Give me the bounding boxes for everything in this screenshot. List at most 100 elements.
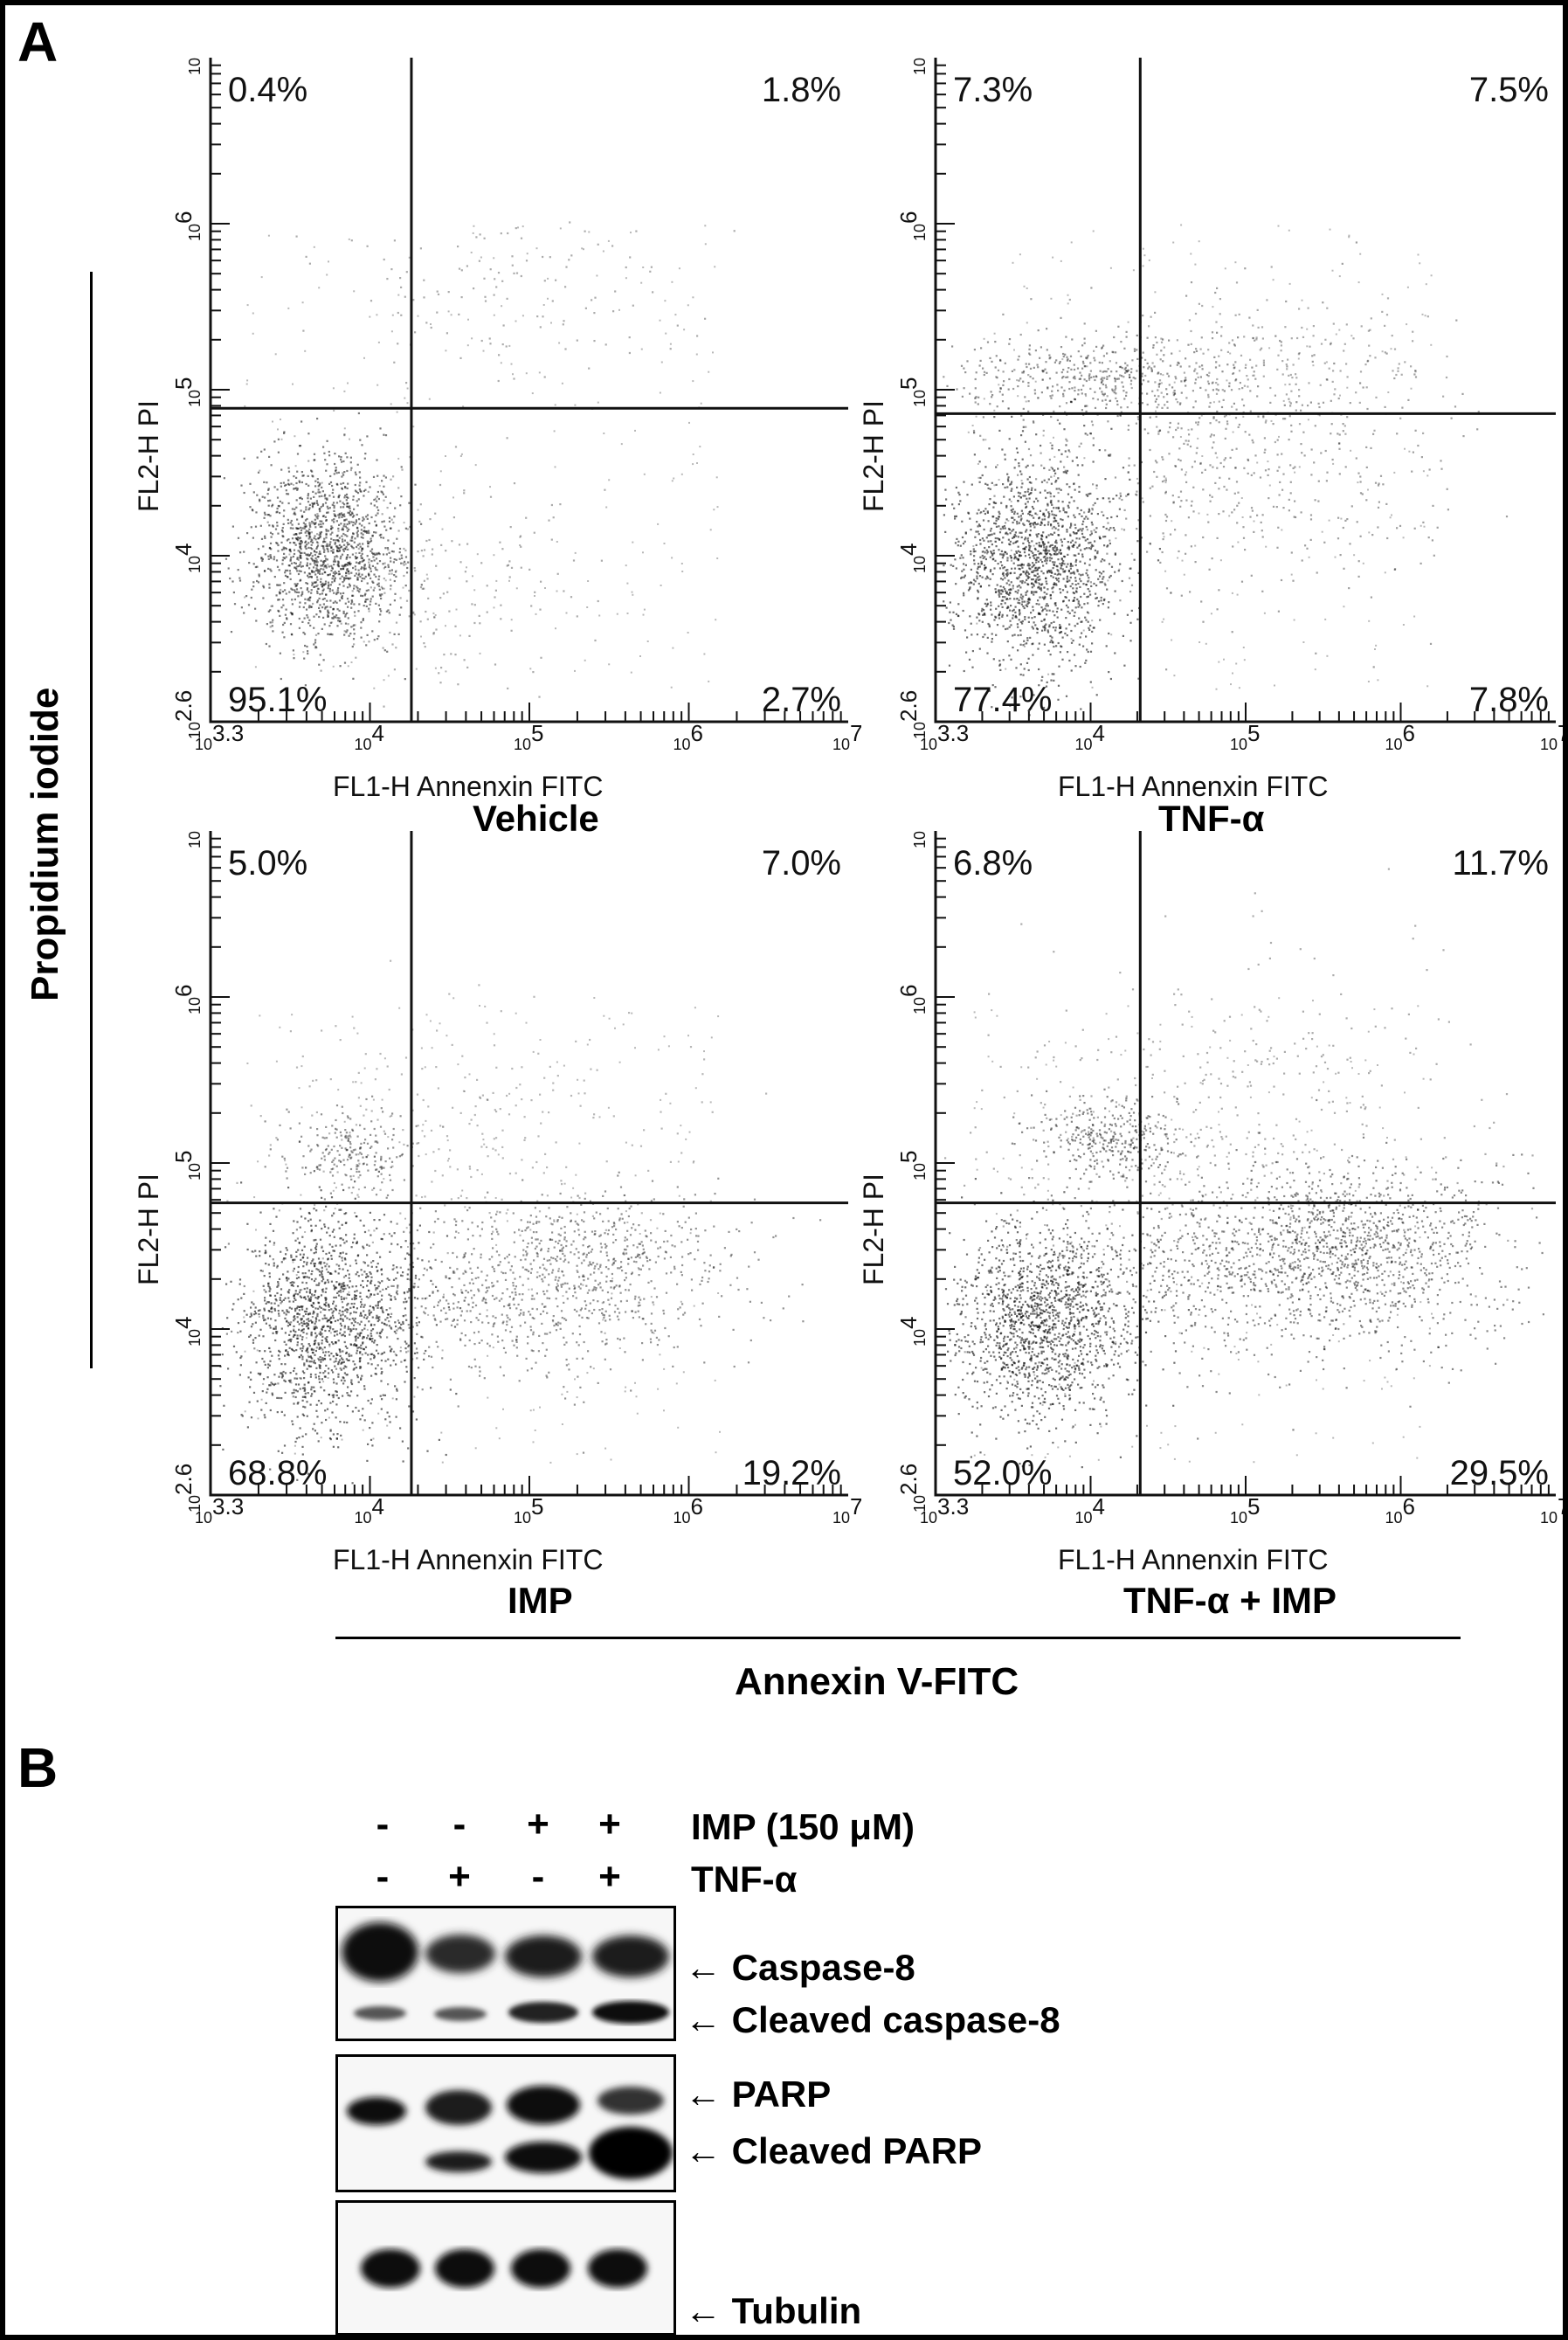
condition-label-imp: IMP [508, 1580, 573, 1621]
blot-caspase8-bands [342, 1922, 669, 2024]
x-axis-rule [335, 1637, 1461, 1639]
quadrant-label-ur: 7.5% [1469, 71, 1549, 109]
y-tick-label: 106 [895, 211, 929, 242]
band-label-caspase8-text: Caspase-8 [731, 1947, 915, 1988]
treat-imp-label: IMP (150 μM) [691, 1806, 915, 1847]
band-label-caspase8: ← Caspase-8 [685, 1947, 915, 1988]
scatter-dots [223, 221, 736, 708]
band-label-cleaved-parp: ← Cleaved PARP [685, 2130, 983, 2171]
x-axis-name: FL1-H Annenxin FITC [1058, 1544, 1328, 1575]
quadrant-label-ll: 68.8% [228, 1454, 327, 1492]
treat-tnf-lane-2: + [448, 1855, 471, 1898]
treat-imp-lane-3: + [527, 1803, 549, 1845]
condition-label-vehicle: Vehicle [473, 798, 599, 839]
band-label-tubulin: ← Tubulin [685, 2290, 862, 2331]
treat-tnf-lane-3: - [531, 1855, 545, 1898]
blot-tubulin-bands [361, 2249, 647, 2288]
y-tick-label: 104 [895, 543, 929, 574]
x-tick-label: 106 [1385, 720, 1416, 753]
y-tick-label: 107.2 [895, 58, 929, 75]
band-label-tubulin-text: Tubulin [731, 2290, 862, 2331]
x-axis-name: FL1-H Annenxin FITC [333, 771, 603, 802]
quadrant-label-lr: 29.5% [1450, 1454, 1549, 1492]
x-tick-label: 103.3 [920, 1493, 969, 1527]
x-tick-label: 107 [832, 1493, 861, 1527]
scatter-plot-tnf-imp: 103.3 104 105 106 107 102.6 104 105 106 107.2 FL1-… [853, 831, 1568, 1582]
panel-b-letter: B [17, 1736, 59, 1799]
x-tick-label: 107 [832, 720, 861, 753]
quadrant-label-ul: 0.4% [228, 71, 307, 109]
quadrant-label-ll: 95.1% [228, 681, 327, 719]
axis-minor-ticks [935, 837, 1550, 1496]
panel-a-letter: A [17, 10, 59, 73]
band-label-parp: ← PARP [685, 2073, 832, 2115]
x-axis-name: FL1-H Annenxin FITC [1058, 771, 1328, 802]
band-label-cleaved-parp-text: Cleaved PARP [731, 2130, 983, 2171]
y-tick-label: 105 [895, 377, 929, 408]
quadrant-label-lr: 7.8% [1469, 681, 1549, 719]
y-axis-title: Propidium iodide [24, 687, 66, 1001]
axis-minor-ticks [210, 837, 842, 1496]
y-axis-name: FL2-H PI [133, 1173, 164, 1285]
treat-tnf-lane-4: + [598, 1855, 621, 1898]
y-tick-label: 104 [895, 1317, 929, 1347]
scatter-dots [943, 224, 1509, 717]
x-tick-label: 105 [1230, 720, 1261, 753]
quadrant-label-ul: 7.3% [953, 71, 1033, 109]
blot-tubulin [335, 2200, 676, 2335]
y-axis-name: FL2-H PI [133, 400, 164, 512]
x-tick-label: 105 [1230, 1493, 1261, 1527]
treat-imp-lane-1: - [376, 1803, 390, 1845]
y-tick-label: 104 [170, 543, 204, 574]
quadrant-label-ur: 1.8% [762, 71, 841, 109]
scatter-plot-imp: 103.3 104 105 106 107 102.6 104 105 106 107.2 FL1-… [128, 831, 861, 1582]
y-axis-rule [90, 272, 93, 1368]
y-tick-label: 102.6 [170, 690, 204, 739]
band-label-parp-text: PARP [731, 2073, 832, 2115]
y-tick-label: 105 [895, 1151, 929, 1181]
plot-axes [209, 58, 848, 723]
y-tick-label: 102.6 [895, 690, 929, 739]
x-tick-label: 105 [514, 720, 544, 753]
axis-minor-ticks [210, 64, 842, 723]
quadrant-label-lr: 19.2% [743, 1454, 841, 1492]
y-tick-label: 104 [170, 1317, 204, 1347]
treat-imp-lane-4: + [598, 1803, 621, 1845]
x-tick-label: 104 [1075, 1493, 1106, 1527]
x-tick-label: 107 [1540, 720, 1568, 753]
treat-tnf-label: TNF-α [691, 1859, 798, 1900]
blot-parp [335, 2054, 676, 2192]
x-axis-name: FL1-H Annenxin FITC [333, 1544, 603, 1575]
y-tick-label: 105 [170, 377, 204, 408]
y-tick-label: 102.6 [170, 1464, 204, 1513]
scatter-svg: 103.3 104 105 106 107 102.6 104 105 106 107.2 FL1-… [858, 58, 1568, 802]
quadrant-label-ur: 7.0% [762, 844, 841, 883]
quadrant-label-ll: 52.0% [953, 1454, 1052, 1492]
x-tick-label: 106 [1385, 1493, 1416, 1527]
scatter-plot-vehicle: 103.3 104 105 106 107 102.6 104 105 106 107.2 FL1-… [128, 58, 861, 809]
x-tick-label: 107 [1540, 1493, 1568, 1527]
y-tick-label: 107.2 [170, 831, 204, 848]
quadrant-label-ll: 77.4% [953, 681, 1052, 719]
scatter-svg: 103.3 104 105 106 107 102.6 104 105 106 107.2 FL1-… [133, 831, 861, 1575]
quadrant-label-ur: 11.7% [1453, 844, 1549, 883]
x-tick-label: 103.3 [920, 720, 969, 753]
scatter-plot-tnf: 103.3 104 105 106 107 102.6 104 105 106 107.2 FL1-… [853, 58, 1568, 809]
scatter-dots [944, 868, 1544, 1469]
y-tick-label: 107.2 [170, 58, 204, 75]
x-tick-label: 106 [673, 1493, 704, 1527]
axis-minor-ticks [935, 64, 1550, 723]
x-tick-label: 103.3 [195, 1493, 244, 1527]
x-tick-label: 104 [355, 1493, 385, 1527]
band-label-cleaved-caspase8-text: Cleaved caspase-8 [731, 1999, 1060, 2040]
condition-label-tnf: TNF-α [1158, 798, 1265, 839]
x-tick-label: 103.3 [195, 720, 244, 753]
x-tick-label: 106 [673, 720, 704, 753]
quadrant-label-ul: 5.0% [228, 844, 307, 883]
y-tick-label: 106 [170, 985, 204, 1015]
condition-label-tnf-imp: TNF-α + IMP [1123, 1580, 1337, 1621]
y-tick-label: 106 [895, 985, 929, 1015]
y-tick-label: 102.6 [895, 1464, 929, 1513]
quadrant-label-ul: 6.8% [953, 844, 1033, 883]
